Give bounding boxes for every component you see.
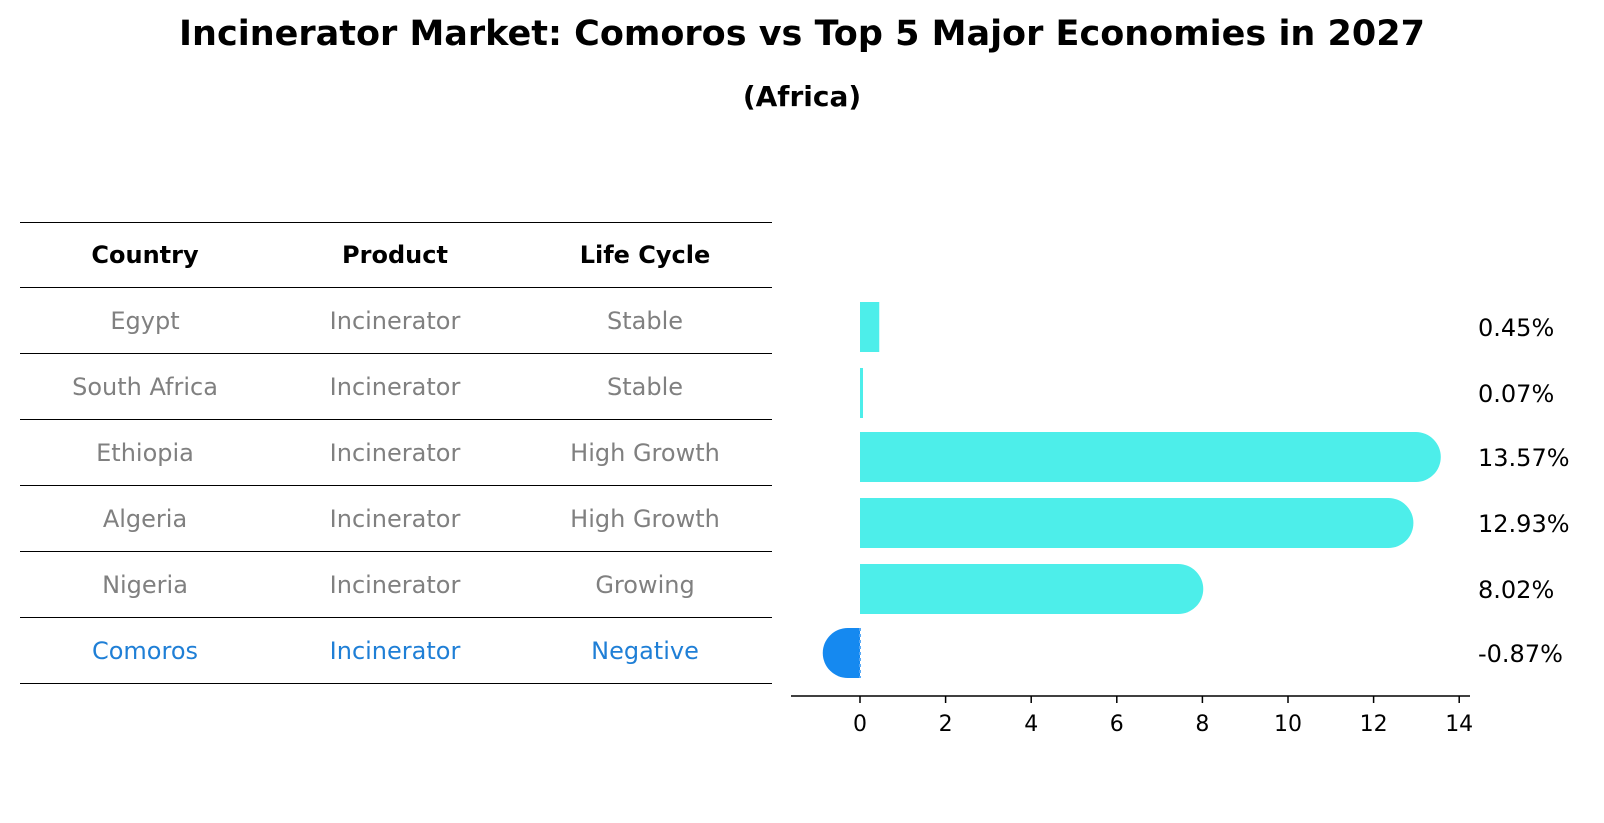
life-cycle-cell: Stable xyxy=(606,372,684,401)
country-cell: Comoros xyxy=(91,636,199,665)
table-row-highlight: Comoros Incinerator Negative xyxy=(20,618,772,684)
bar xyxy=(860,498,1414,548)
value-label: 0.45% xyxy=(1478,314,1554,342)
x-tick-label: 10 xyxy=(1274,712,1302,737)
chart-subtitle: (Africa) xyxy=(742,80,862,113)
x-tick-label: 12 xyxy=(1360,712,1388,737)
table-row: Algeria Incinerator High Growth xyxy=(20,486,772,552)
value-label: 12.93% xyxy=(1478,510,1570,538)
life-cycle-cell: Stable xyxy=(606,306,684,335)
product-cell: Incinerator xyxy=(329,504,461,533)
country-cell: Ethiopia xyxy=(96,438,194,467)
header-country: Country xyxy=(91,241,199,269)
product-cell: Incinerator xyxy=(329,570,461,599)
country-cell: Egypt xyxy=(110,306,180,335)
value-label: -0.87% xyxy=(1478,640,1563,668)
product-cell: Incinerator xyxy=(329,306,461,335)
header-life-cycle: Life Cycle xyxy=(579,241,711,269)
product-cell: Incinerator xyxy=(329,636,461,665)
x-tick-label: 14 xyxy=(1445,712,1473,737)
country-cell: Nigeria xyxy=(102,570,188,599)
bar xyxy=(860,368,863,418)
x-tick-label: 4 xyxy=(1024,712,1038,737)
x-tick-label: 8 xyxy=(1195,712,1209,737)
bar xyxy=(860,564,1204,614)
x-tick-label: 6 xyxy=(1110,712,1124,737)
life-cycle-cell: High Growth xyxy=(570,504,720,533)
value-label: 8.02% xyxy=(1478,576,1554,604)
table-row: Ethiopia Incinerator High Growth xyxy=(20,420,772,486)
header-product: Product xyxy=(342,241,448,269)
x-tick-label: 0 xyxy=(853,712,867,737)
value-label: 13.57% xyxy=(1478,444,1570,472)
life-cycle-cell: Growing xyxy=(595,570,695,599)
bar xyxy=(860,432,1441,482)
value-label: 0.07% xyxy=(1478,380,1554,408)
country-cell: Algeria xyxy=(102,504,188,533)
product-cell: Incinerator xyxy=(329,438,461,467)
table-row: Egypt Incinerator Stable xyxy=(20,288,772,354)
chart-title: Incinerator Market: Comoros vs Top 5 Maj… xyxy=(179,14,1425,54)
life-cycle-cell: Negative xyxy=(591,636,699,665)
table-row: South Africa Incinerator Stable xyxy=(20,354,772,420)
bar xyxy=(860,302,880,352)
table-header-row: Country Product Life Cycle xyxy=(20,222,772,288)
table-row: Nigeria Incinerator Growing xyxy=(20,552,772,618)
country-cell: South Africa xyxy=(72,372,218,401)
country-table: Country Product Life Cycle Egypt Inciner… xyxy=(20,222,772,684)
product-cell: Incinerator xyxy=(329,372,461,401)
bar-highlight xyxy=(822,628,860,678)
x-tick-label: 2 xyxy=(939,712,953,737)
life-cycle-cell: High Growth xyxy=(570,438,720,467)
